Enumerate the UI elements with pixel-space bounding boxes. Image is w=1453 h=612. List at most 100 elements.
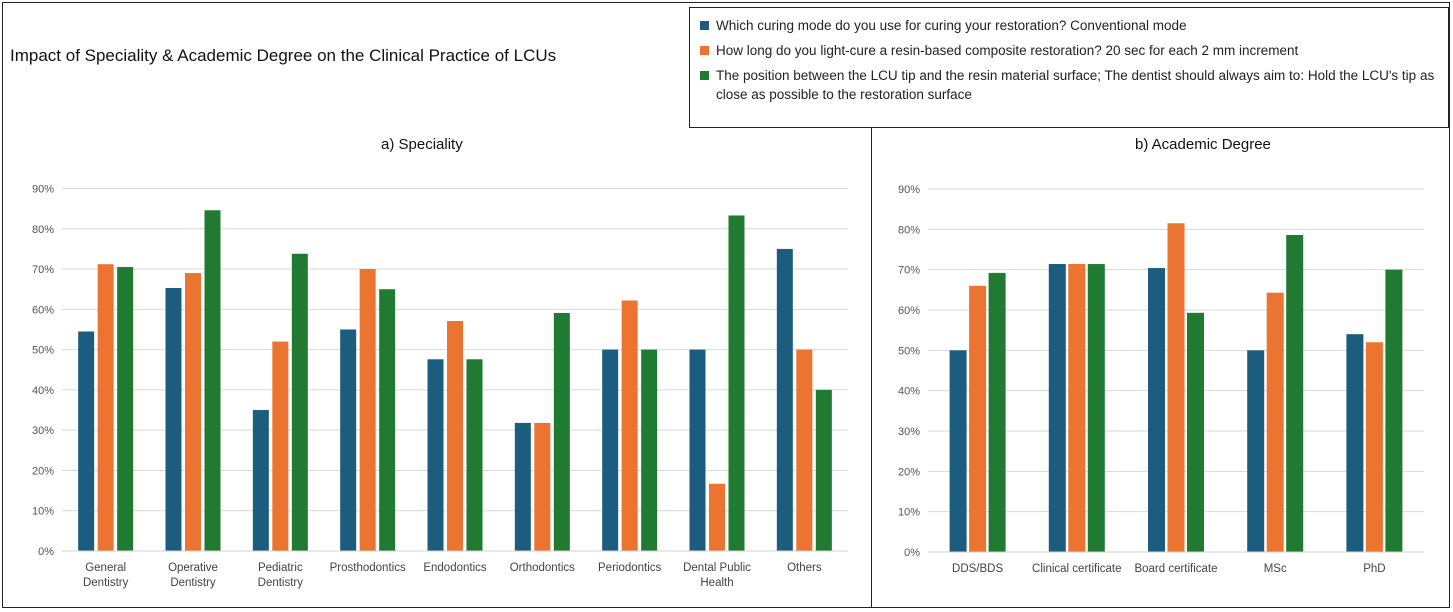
bar-tip-position [553, 312, 570, 551]
bar-conventional-mode [949, 350, 967, 552]
x-category-label: PhD [1363, 563, 1385, 575]
x-category-label-line: Endodontics [423, 562, 487, 574]
legend-label: Which curing mode do you use for curing … [716, 18, 1187, 33]
bar-curing-time [1167, 223, 1185, 553]
bar-conventional-mode [1148, 268, 1165, 552]
x-category-label: Others [787, 562, 822, 574]
bar-conventional-mode [1247, 350, 1265, 552]
y-tick-label: 10% [32, 506, 54, 518]
bar-curing-time [447, 321, 463, 551]
bar-conventional-mode [78, 331, 95, 551]
bar-tip-position [1187, 312, 1204, 552]
bar-conventional-mode [165, 287, 182, 551]
bar-tip-position [641, 349, 658, 551]
x-category-label: Orthodontics [510, 562, 575, 574]
x-category-label: Pediatric Dentistry [258, 562, 304, 589]
chart-speciality: 0% 10% 20% 30% 40% 50% 60% 70% 80% 90% General Dent… [32, 184, 848, 589]
y-tick-label: 90% [898, 184, 920, 196]
y-tick-label: 10% [898, 507, 920, 519]
x-category-label: Periodontics [598, 562, 662, 574]
legend-swatch-orange [700, 46, 709, 55]
x-category-label: DDS/BDS [952, 563, 1003, 575]
y-tick-label: 40% [898, 386, 920, 398]
x-category-label: Prosthodontics [330, 562, 406, 574]
bar-conventional-mode [1346, 334, 1364, 552]
x-category-label-line: Dentistry [83, 577, 129, 589]
bar-curing-time [359, 269, 376, 551]
x-category-label: General Dentistry [83, 562, 129, 589]
bar-tip-position [291, 253, 308, 551]
bar-tip-position [988, 272, 1006, 552]
legend-label: How long do you light-cure a resin-based… [716, 43, 1299, 58]
x-category-label: MSc [1264, 563, 1287, 575]
bar-conventional-mode [427, 359, 444, 551]
bar-conventional-mode [1048, 264, 1066, 552]
x-category-label-line: MSc [1264, 563, 1287, 575]
bar-curing-time [1365, 342, 1383, 552]
bar-conventional-mode [689, 349, 706, 551]
bar-tip-position [1286, 234, 1304, 553]
panel-divider [871, 128, 872, 608]
y-tick-label: 20% [898, 466, 920, 478]
bar-curing-time [796, 349, 813, 551]
x-category-label-line: General [85, 562, 126, 574]
x-category-label-line: Dental Public [683, 562, 751, 574]
bar-curing-time [1068, 264, 1086, 552]
y-tick-label: 80% [898, 224, 920, 236]
bar-tip-position [1087, 264, 1105, 552]
y-tick-label: 40% [32, 385, 54, 397]
y-tick-label: 0% [38, 546, 54, 558]
x-category-label-line: Others [787, 562, 822, 574]
x-category-label-line: PhD [1363, 563, 1385, 575]
y-tick-label: 20% [32, 465, 54, 477]
y-tick-label: 60% [32, 304, 54, 316]
y-tick-label: 0% [904, 547, 920, 559]
legend-label: The position between the LCU tip and the… [716, 68, 1435, 102]
chart-title-academic-degree: b) Academic Degree [1135, 136, 1271, 153]
y-tick-label: 60% [898, 305, 920, 317]
bar-curing-time [1266, 292, 1284, 552]
bar-curing-time [97, 264, 114, 551]
bar-tip-position [466, 359, 483, 551]
x-category-label-line: Periodontics [598, 562, 662, 574]
legend-swatch-blue [700, 21, 709, 30]
y-tick-label: 90% [32, 184, 54, 196]
y-tick-label: 50% [32, 345, 54, 357]
x-category-label-line: Prosthodontics [330, 562, 406, 574]
bar-tip-position [1385, 269, 1403, 552]
chart-academic-degree: 0% 10% 20% 30% 40% 50% 60% 70% 80% 90% DDS/BDS Clin… [898, 184, 1424, 575]
bar-tip-position [728, 215, 745, 551]
bar-curing-time [709, 483, 725, 551]
x-category-label-line: Orthodontics [510, 562, 575, 574]
bar-tip-position [204, 210, 221, 551]
x-category-label: Clinical certificate [1032, 563, 1121, 575]
bar-curing-time [272, 341, 289, 551]
bar-curing-time [534, 422, 551, 551]
bar-conventional-mode [602, 349, 619, 551]
bar-conventional-mode [252, 410, 269, 551]
bar-curing-time [621, 300, 638, 551]
x-category-label-line: Clinical certificate [1032, 563, 1121, 575]
y-tick-label: 30% [898, 426, 920, 438]
x-category-label-line: Board certificate [1134, 563, 1217, 575]
legend: Which curing mode do you use for curing … [689, 7, 1449, 128]
bar-conventional-mode [514, 422, 531, 551]
bar-tip-position [117, 267, 134, 551]
bar-curing-time [969, 285, 987, 552]
y-tick-label: 70% [898, 265, 920, 277]
bar-curing-time [185, 273, 201, 551]
bar-conventional-mode [340, 329, 357, 551]
x-category-label: Endodontics [423, 562, 487, 574]
y-tick-label: 30% [32, 425, 54, 437]
x-category-label-line: Health [700, 577, 733, 589]
x-category-label-line: Pediatric [258, 562, 303, 574]
x-category-label: Dental Public Health [683, 562, 751, 589]
legend-item-curing-time: How long do you light-cure a resin-based… [700, 41, 1438, 60]
figure-title: Impact of Speciality & Academic Degree o… [10, 46, 557, 65]
legend-item-conventional-mode: Which curing mode do you use for curing … [700, 16, 1438, 35]
y-tick-label: 80% [32, 224, 54, 236]
x-category-label: Board certificate [1134, 563, 1217, 575]
